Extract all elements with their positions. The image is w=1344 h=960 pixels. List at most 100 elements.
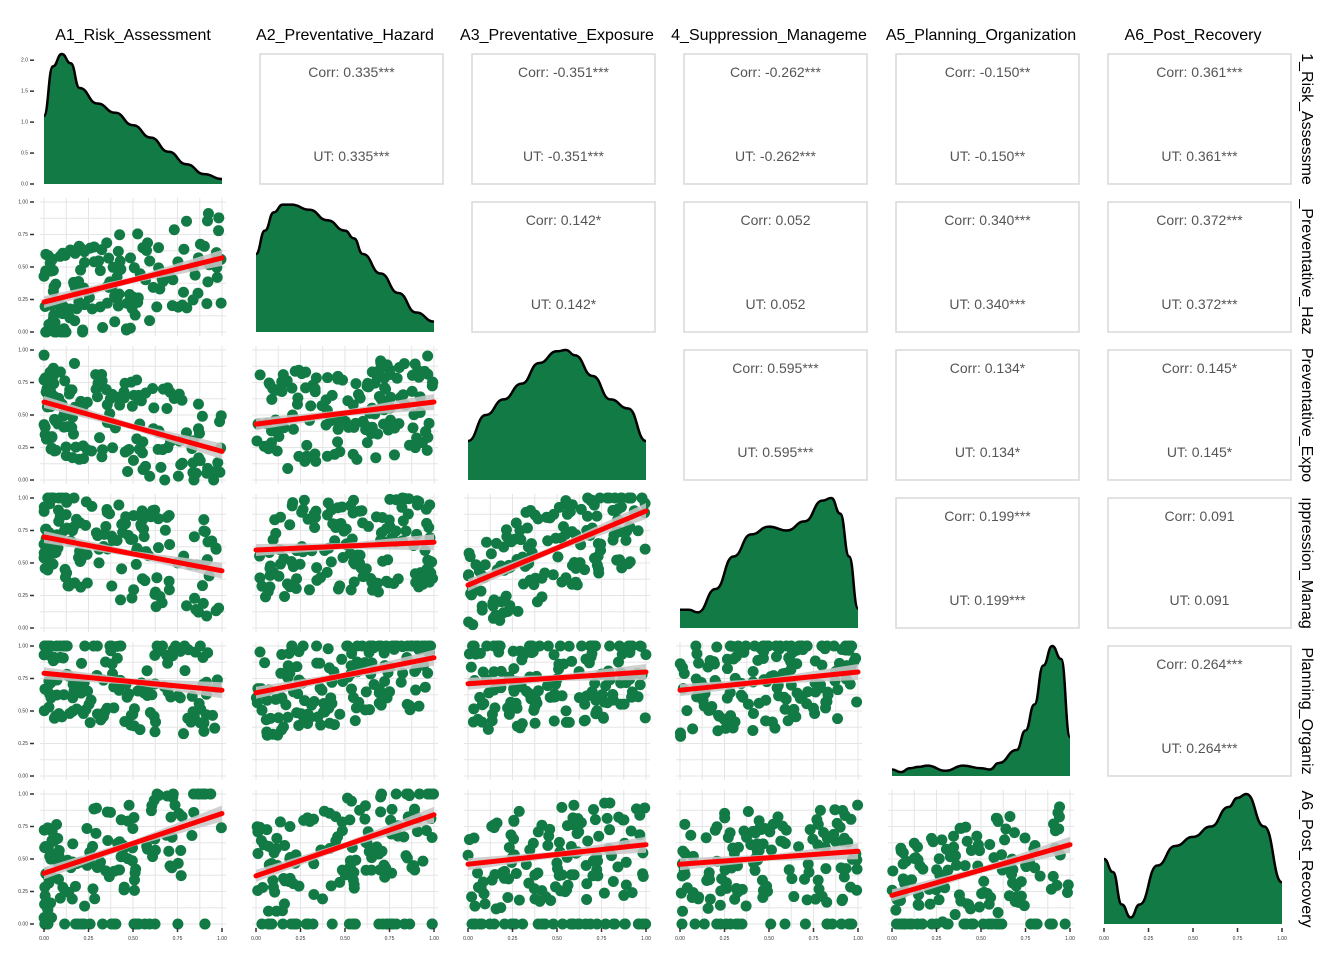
data-point	[582, 835, 594, 847]
data-point	[386, 803, 398, 815]
data-point	[211, 271, 223, 283]
data-point	[115, 640, 127, 652]
data-point	[504, 600, 516, 612]
data-point	[188, 531, 200, 543]
data-point	[102, 835, 114, 847]
data-point	[371, 841, 383, 853]
data-point	[1015, 876, 1027, 888]
data-point	[567, 812, 579, 824]
x-tick-label: 0.50	[976, 936, 986, 942]
data-point	[413, 496, 425, 508]
data-point	[788, 891, 800, 903]
data-point	[832, 684, 844, 696]
correlation-box	[895, 53, 1080, 185]
data-point	[133, 443, 145, 455]
data-point	[176, 394, 188, 406]
data-point	[91, 861, 103, 873]
data-point	[409, 358, 421, 370]
data-point	[1044, 918, 1056, 930]
data-point	[950, 859, 962, 871]
data-point	[539, 567, 551, 579]
data-point	[966, 918, 978, 930]
correlation-box	[895, 497, 1080, 629]
data-point	[887, 865, 899, 877]
data-point	[375, 806, 387, 818]
data-point	[123, 688, 135, 700]
data-point	[420, 503, 432, 515]
data-point	[793, 841, 805, 853]
data-point	[326, 697, 338, 709]
correlation-value: Corr: 0.142*	[526, 212, 602, 228]
data-point	[364, 379, 376, 391]
data-point	[908, 852, 920, 864]
data-point	[292, 688, 304, 700]
density-panel	[255, 203, 435, 332]
data-point	[681, 705, 693, 717]
data-point	[128, 884, 140, 896]
data-point	[44, 385, 56, 397]
data-point	[801, 640, 813, 652]
data-point	[163, 584, 175, 596]
regression-line	[41, 399, 225, 454]
data-point	[38, 552, 50, 564]
data-point	[210, 543, 222, 555]
data-point	[687, 723, 699, 735]
data-point	[948, 830, 960, 842]
data-point	[373, 697, 385, 709]
data-point	[600, 918, 612, 930]
correlation-value: Corr: -0.262***	[730, 64, 822, 80]
data-point	[256, 580, 268, 592]
y-tick-label: 0.00	[18, 922, 28, 928]
data-point	[127, 454, 139, 466]
data-point	[604, 797, 616, 809]
data-point	[343, 421, 355, 433]
data-point	[378, 859, 390, 871]
data-point	[359, 800, 371, 812]
data-point	[197, 651, 209, 663]
data-point	[175, 844, 187, 856]
column-header: A1_Risk_Assessment	[55, 27, 211, 44]
data-point	[404, 700, 416, 712]
data-point	[691, 648, 703, 660]
density-panel: 0.0 0.5 1.0 1.5 2.0	[21, 52, 223, 188]
data-point	[720, 880, 732, 892]
data-point	[187, 294, 199, 306]
data-point	[489, 702, 501, 714]
data-point	[625, 825, 637, 837]
data-point	[159, 524, 171, 536]
data-point	[277, 369, 289, 381]
data-point	[198, 514, 210, 526]
data-point	[960, 821, 972, 833]
data-point	[820, 696, 832, 708]
data-point	[944, 851, 956, 863]
data-point	[396, 492, 408, 504]
data-point	[370, 511, 382, 523]
data-point	[568, 799, 580, 811]
data-point	[149, 918, 161, 930]
x-tick-label: 1.00	[1065, 936, 1075, 942]
data-point	[472, 867, 484, 879]
data-point	[607, 534, 619, 546]
data-point	[344, 500, 356, 512]
x-tick-label: 0.00	[251, 936, 261, 942]
data-point	[779, 838, 791, 850]
data-point	[59, 918, 71, 930]
data-point	[513, 805, 525, 817]
data-point	[732, 640, 744, 652]
y-tick-label: 0.25	[18, 445, 28, 451]
data-point	[50, 546, 62, 558]
data-point	[197, 597, 209, 609]
data-point	[396, 501, 408, 513]
data-point	[267, 881, 279, 893]
data-point	[66, 525, 78, 537]
data-point	[259, 657, 271, 669]
row-header: 1_Risk_Assessme	[1298, 53, 1315, 185]
data-point	[510, 517, 522, 529]
data-point	[286, 382, 298, 394]
scatter-panel	[462, 790, 652, 930]
data-point	[66, 384, 78, 396]
data-point	[483, 687, 495, 699]
data-point	[550, 532, 562, 544]
data-point	[410, 684, 422, 696]
regression-line	[41, 534, 225, 574]
